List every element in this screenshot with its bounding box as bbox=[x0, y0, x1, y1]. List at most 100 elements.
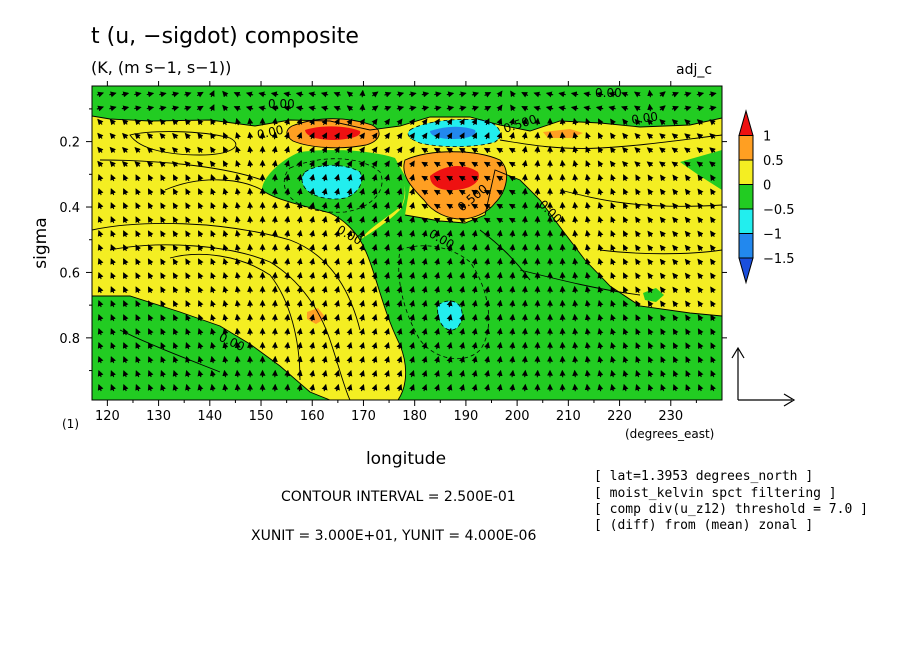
wind-vector bbox=[296, 229, 303, 238]
wind-vector bbox=[284, 341, 291, 350]
wind-vector bbox=[484, 92, 492, 98]
wind-vector bbox=[434, 355, 440, 364]
wind-vector bbox=[597, 369, 604, 378]
wind-vector bbox=[185, 369, 191, 378]
wind-vector bbox=[696, 133, 704, 140]
wind-vector bbox=[710, 174, 716, 182]
wind-vector bbox=[371, 118, 378, 126]
wind-vector bbox=[333, 105, 341, 112]
wind-vector bbox=[296, 187, 303, 196]
wind-vector bbox=[284, 201, 291, 210]
wind-vector bbox=[521, 341, 528, 350]
wind-vector bbox=[409, 173, 415, 182]
wind-vector bbox=[173, 314, 179, 322]
wind-vector bbox=[484, 369, 491, 378]
wind-vector bbox=[296, 215, 303, 224]
wind-vector bbox=[222, 187, 229, 196]
wind-vector bbox=[334, 285, 340, 294]
wind-vector bbox=[409, 243, 415, 252]
colorbar-label: 1 bbox=[763, 130, 771, 145]
wind-vector bbox=[660, 342, 666, 350]
wind-vector bbox=[446, 147, 454, 154]
wind-vector bbox=[371, 384, 378, 392]
wind-vector bbox=[346, 215, 353, 224]
wind-vector bbox=[296, 118, 303, 126]
wind-vector bbox=[97, 202, 104, 210]
wind-vector bbox=[710, 286, 716, 294]
wind-vector bbox=[247, 243, 254, 252]
wind-vector bbox=[685, 300, 691, 308]
wind-vector bbox=[623, 188, 629, 196]
wind-vector bbox=[134, 161, 141, 168]
wind-vector bbox=[359, 355, 365, 364]
wind-vector bbox=[659, 272, 666, 280]
wind-vector bbox=[160, 328, 166, 336]
reference-vector-vertical-head bbox=[731, 346, 745, 359]
wind-vector bbox=[459, 369, 465, 378]
x-tick-label: 170 bbox=[351, 409, 376, 424]
wind-vector bbox=[471, 257, 478, 266]
wind-vector bbox=[446, 229, 453, 238]
wind-vector bbox=[696, 91, 705, 98]
wind-vector bbox=[334, 187, 340, 196]
wind-vector bbox=[160, 370, 166, 378]
wind-vector bbox=[610, 341, 616, 350]
colorbar-cap-top bbox=[738, 109, 754, 136]
wind-vector bbox=[320, 91, 329, 98]
wind-vector bbox=[384, 160, 390, 168]
wind-vector bbox=[635, 258, 641, 266]
wind-vector bbox=[234, 369, 241, 378]
wind-vector bbox=[584, 313, 591, 322]
wind-vector bbox=[384, 257, 390, 266]
wind-vector bbox=[510, 90, 516, 98]
wind-vector bbox=[597, 132, 604, 140]
wind-vector bbox=[284, 159, 290, 168]
wind-vector bbox=[97, 230, 104, 238]
wind-vector bbox=[185, 216, 191, 224]
wind-vector bbox=[409, 160, 415, 168]
wind-vector bbox=[496, 243, 503, 252]
wind-vector bbox=[223, 132, 229, 140]
wind-vector bbox=[672, 314, 679, 322]
wind-vector bbox=[209, 383, 216, 392]
wind-vector bbox=[284, 215, 291, 224]
wind-vector bbox=[508, 161, 516, 168]
wind-vector bbox=[284, 229, 291, 238]
wind-vector bbox=[122, 314, 129, 322]
wind-vector bbox=[396, 384, 403, 392]
wind-vector bbox=[359, 173, 365, 182]
wind-vector bbox=[484, 355, 491, 364]
wind-vector bbox=[434, 313, 440, 322]
wind-vector bbox=[484, 229, 491, 238]
wind-vector bbox=[471, 161, 479, 168]
contour-lines bbox=[92, 115, 722, 400]
wind-vector bbox=[160, 272, 166, 280]
wind-vector bbox=[110, 300, 116, 308]
wind-vector bbox=[709, 119, 716, 126]
wind-vector bbox=[271, 131, 278, 140]
wind-vector bbox=[210, 327, 216, 336]
wind-vector bbox=[247, 173, 254, 182]
wind-vector bbox=[597, 341, 604, 350]
wind-vector bbox=[483, 189, 491, 196]
wind-vector bbox=[146, 147, 154, 154]
wind-vector bbox=[223, 146, 229, 154]
wind-vector bbox=[271, 173, 278, 182]
wind-vector bbox=[334, 271, 340, 280]
wind-vector bbox=[172, 328, 179, 336]
wind-vector bbox=[396, 173, 403, 182]
wind-vector bbox=[496, 132, 503, 140]
wind-vector bbox=[110, 314, 116, 322]
wind-vector bbox=[346, 285, 353, 294]
wind-vector bbox=[684, 216, 691, 224]
wind-vector bbox=[284, 187, 291, 196]
wind-vector bbox=[610, 188, 616, 196]
wind-vector bbox=[172, 230, 179, 238]
wind-vector bbox=[371, 271, 378, 280]
wind-vector bbox=[110, 384, 116, 392]
wind-vector bbox=[697, 314, 704, 322]
wind-vector bbox=[509, 355, 516, 364]
wind-vector bbox=[584, 173, 591, 182]
wind-vector bbox=[446, 105, 455, 112]
wind-vector bbox=[147, 118, 154, 126]
